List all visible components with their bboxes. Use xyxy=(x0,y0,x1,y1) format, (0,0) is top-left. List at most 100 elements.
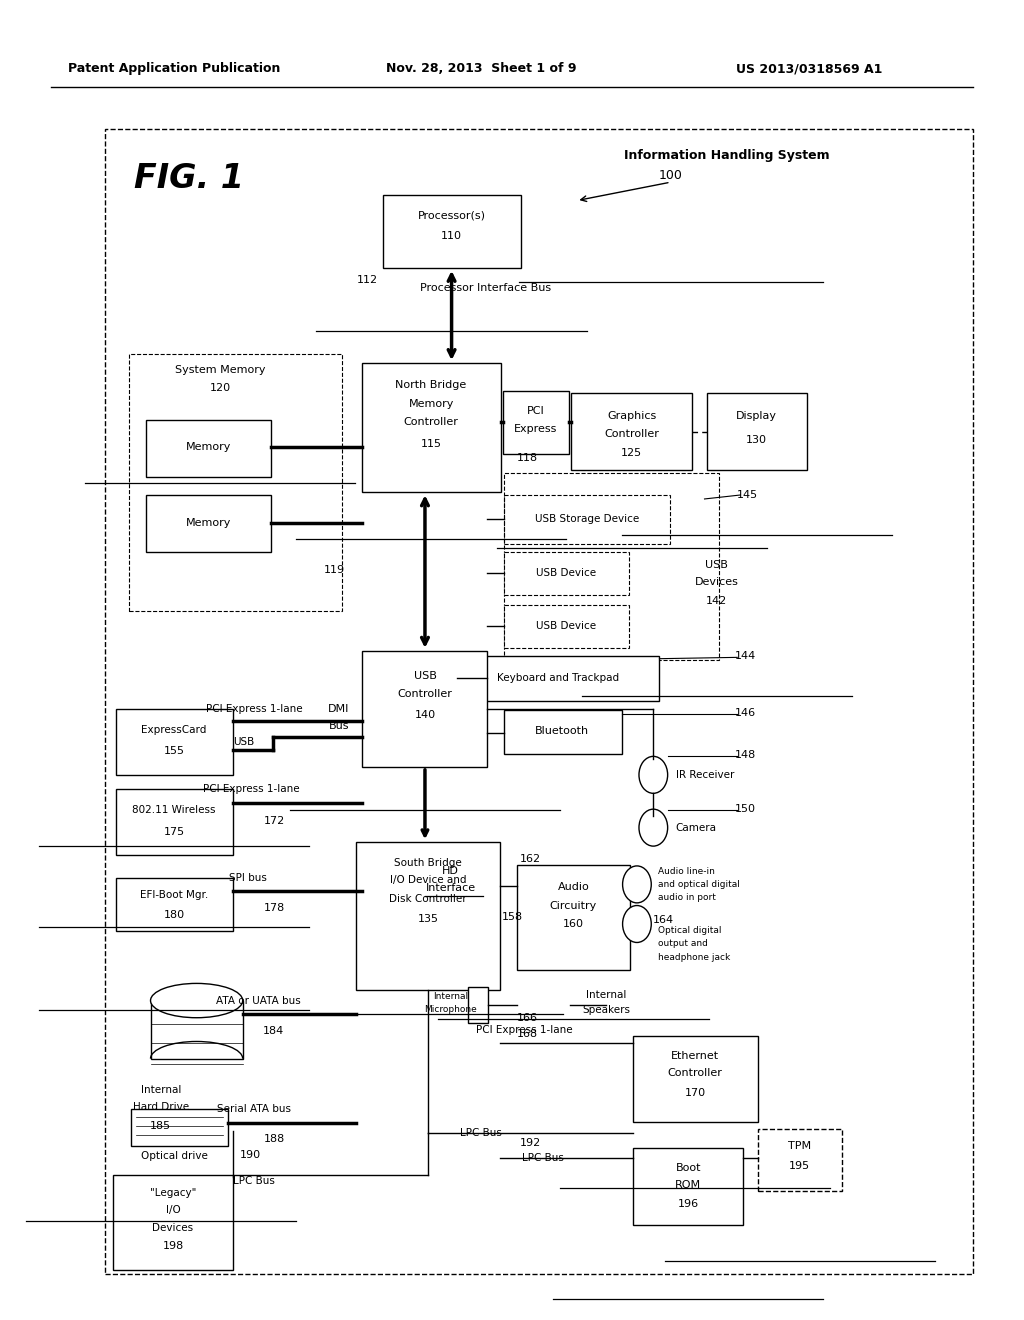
Text: Devices: Devices xyxy=(153,1222,194,1233)
Text: US 2013/0318569 A1: US 2013/0318569 A1 xyxy=(736,62,882,75)
Text: System Memory: System Memory xyxy=(175,364,265,375)
Text: PCI Express 1-lane: PCI Express 1-lane xyxy=(203,784,299,795)
Text: PCI: PCI xyxy=(526,405,545,416)
Text: "Legacy": "Legacy" xyxy=(150,1188,197,1199)
Text: USB: USB xyxy=(706,560,728,570)
FancyBboxPatch shape xyxy=(113,1175,233,1270)
FancyBboxPatch shape xyxy=(707,393,807,470)
Text: USB: USB xyxy=(414,671,436,681)
Circle shape xyxy=(623,906,651,942)
Text: 172: 172 xyxy=(264,816,286,826)
Text: USB: USB xyxy=(233,737,254,747)
Circle shape xyxy=(639,756,668,793)
Text: Patent Application Publication: Patent Application Publication xyxy=(68,62,281,75)
Text: 115: 115 xyxy=(421,438,441,449)
Text: EFI-Boot Mgr.: EFI-Boot Mgr. xyxy=(140,890,208,900)
Text: ExpressCard: ExpressCard xyxy=(141,725,207,735)
Text: TPM: TPM xyxy=(788,1140,811,1151)
Text: HD: HD xyxy=(442,866,459,876)
FancyBboxPatch shape xyxy=(504,495,670,544)
Text: IR Receiver: IR Receiver xyxy=(676,770,734,780)
Text: LPC Bus: LPC Bus xyxy=(461,1127,502,1138)
Text: 190: 190 xyxy=(241,1150,261,1160)
Text: Optical digital: Optical digital xyxy=(658,927,722,935)
Text: USB Storage Device: USB Storage Device xyxy=(535,513,639,524)
Text: Speakers: Speakers xyxy=(583,1005,630,1015)
FancyBboxPatch shape xyxy=(116,789,233,855)
Text: ROM: ROM xyxy=(675,1180,701,1191)
Text: Bus: Bus xyxy=(329,721,349,731)
Text: LPC Bus: LPC Bus xyxy=(522,1152,563,1163)
Text: Boot: Boot xyxy=(676,1163,700,1173)
Text: LPC Bus: LPC Bus xyxy=(233,1176,274,1187)
Text: 130: 130 xyxy=(746,434,767,445)
Text: 170: 170 xyxy=(685,1088,706,1098)
Text: 175: 175 xyxy=(164,826,184,837)
Text: 119: 119 xyxy=(324,565,345,576)
FancyBboxPatch shape xyxy=(356,842,500,990)
Text: ATA or UATA bus: ATA or UATA bus xyxy=(216,995,300,1006)
Text: Display: Display xyxy=(736,411,777,421)
Text: 140: 140 xyxy=(415,710,435,721)
FancyBboxPatch shape xyxy=(131,1109,228,1146)
Text: 125: 125 xyxy=(622,447,642,458)
Text: Internal: Internal xyxy=(140,1085,181,1096)
Text: 135: 135 xyxy=(418,913,438,924)
Circle shape xyxy=(639,809,668,846)
FancyBboxPatch shape xyxy=(146,495,271,552)
Text: Controller: Controller xyxy=(403,417,459,428)
Text: Ethernet: Ethernet xyxy=(672,1051,719,1061)
Text: 184: 184 xyxy=(263,1026,285,1036)
FancyBboxPatch shape xyxy=(503,391,569,454)
FancyBboxPatch shape xyxy=(571,393,692,470)
Text: USB Device: USB Device xyxy=(537,620,596,631)
Ellipse shape xyxy=(151,983,243,1018)
Text: North Bridge: North Bridge xyxy=(395,380,467,391)
Text: Interface: Interface xyxy=(426,883,475,894)
Text: Controller: Controller xyxy=(604,429,659,440)
Text: FIG. 1: FIG. 1 xyxy=(134,162,245,195)
Text: 120: 120 xyxy=(210,383,230,393)
Text: 195: 195 xyxy=(790,1160,810,1171)
FancyBboxPatch shape xyxy=(362,651,487,767)
Text: 168: 168 xyxy=(517,1028,539,1039)
Text: 110: 110 xyxy=(441,231,462,242)
FancyBboxPatch shape xyxy=(116,878,233,931)
Text: I/O Device and: I/O Device and xyxy=(390,875,466,886)
Text: Information Handling System: Information Handling System xyxy=(625,149,829,162)
Text: Internal: Internal xyxy=(586,990,627,1001)
Text: Circuitry: Circuitry xyxy=(550,900,597,911)
Text: Devices: Devices xyxy=(695,577,738,587)
Text: SPI bus: SPI bus xyxy=(229,873,266,883)
Text: 196: 196 xyxy=(678,1199,698,1209)
Text: Camera: Camera xyxy=(676,822,717,833)
Text: 150: 150 xyxy=(735,804,757,814)
Text: and optical digital: and optical digital xyxy=(658,880,740,888)
Text: Nov. 28, 2013  Sheet 1 of 9: Nov. 28, 2013 Sheet 1 of 9 xyxy=(386,62,577,75)
FancyBboxPatch shape xyxy=(504,605,629,648)
Text: Graphics: Graphics xyxy=(607,411,656,421)
Text: 185: 185 xyxy=(151,1121,171,1131)
Text: 145: 145 xyxy=(737,490,759,500)
Text: DMI: DMI xyxy=(328,704,349,714)
Text: Serial ATA bus: Serial ATA bus xyxy=(217,1104,291,1114)
Text: 198: 198 xyxy=(163,1241,183,1251)
Text: 160: 160 xyxy=(563,919,584,929)
Text: 148: 148 xyxy=(735,750,757,760)
Text: Memory: Memory xyxy=(186,517,231,528)
Text: Microphone: Microphone xyxy=(424,1006,477,1014)
Text: Processor(s): Processor(s) xyxy=(418,210,485,220)
Text: audio in port: audio in port xyxy=(658,894,717,902)
FancyBboxPatch shape xyxy=(758,1129,842,1191)
Text: Memory: Memory xyxy=(186,442,231,453)
Text: 192: 192 xyxy=(520,1138,542,1148)
FancyBboxPatch shape xyxy=(116,709,233,775)
FancyBboxPatch shape xyxy=(504,710,622,754)
Text: Memory: Memory xyxy=(409,399,454,409)
Text: 100: 100 xyxy=(658,169,683,182)
Text: 188: 188 xyxy=(264,1134,286,1144)
FancyBboxPatch shape xyxy=(633,1036,758,1122)
Text: Keyboard and Trackpad: Keyboard and Trackpad xyxy=(497,673,620,684)
Text: 180: 180 xyxy=(164,909,184,920)
Text: 162: 162 xyxy=(520,854,542,865)
